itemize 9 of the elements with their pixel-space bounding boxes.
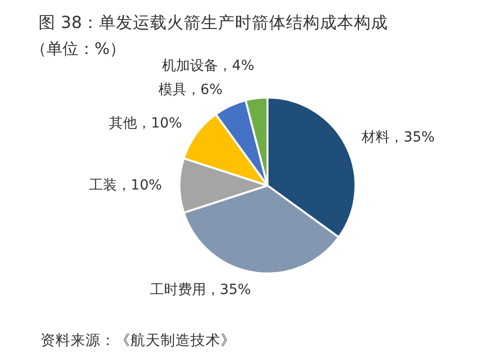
slice-label: 模具，6%: [158, 82, 223, 98]
chart-subtitle: （单位：%）: [30, 39, 126, 58]
slice-label: 工时费用，35%: [150, 282, 251, 298]
text: 资料来源：《航天制造技术》: [40, 332, 236, 349]
slice-label: 工装，10%: [88, 178, 162, 194]
slice-label: 机加设备，4%: [162, 58, 254, 74]
slice-label: 其他，10%: [108, 115, 182, 132]
chart-title: 图 38：单发运载火箭生产时箭体结构成本构成: [38, 13, 388, 32]
slice-label: 材料，35%: [360, 130, 435, 146]
